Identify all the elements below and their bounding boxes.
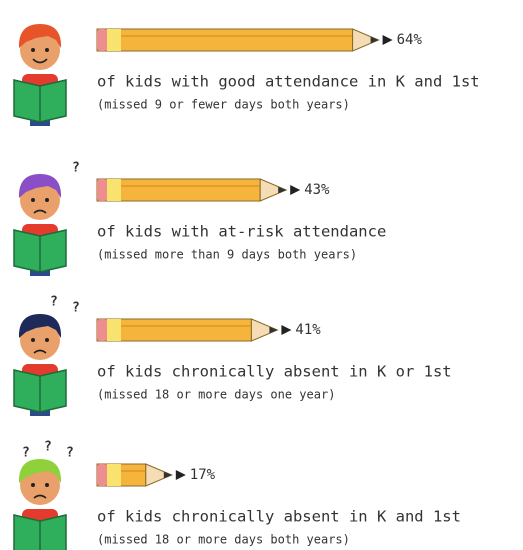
category-note: (missed 18 or more days one year): [97, 388, 335, 402]
kid-eye: [31, 338, 35, 342]
pencil-eraser: [97, 179, 107, 201]
value-pointer: [176, 470, 186, 480]
kid-figure: ?: [14, 161, 80, 277]
question-mark: ?: [50, 295, 58, 310]
pencil-body: [97, 179, 260, 201]
pencil-lead: [269, 327, 277, 334]
category-label: of kids with at-risk attendance: [97, 223, 386, 241]
category-label: of kids chronically absent in K or 1st: [97, 363, 452, 381]
pencil-lead: [371, 37, 379, 44]
kid-eye: [31, 198, 35, 202]
pencil: [97, 464, 172, 486]
pencil-eraser: [97, 464, 107, 486]
pencil-eraser: [97, 29, 107, 51]
question-mark: ?: [72, 161, 80, 176]
pencil-eraser: [97, 319, 107, 341]
pencil-body: [97, 29, 353, 51]
kid-figure: [14, 24, 66, 126]
category-note: (missed 9 or fewer days both years): [97, 98, 350, 112]
kid-figure: ???: [14, 440, 74, 550]
value-label: 41%: [295, 322, 321, 338]
value-pointer: [281, 325, 291, 335]
category-note: (missed 18 or more days both years): [97, 533, 350, 547]
kid-eye: [45, 48, 49, 52]
pencil-ferrule: [107, 464, 121, 486]
pencil: [97, 319, 277, 341]
value-pointer: [383, 35, 393, 45]
kid-eye: [45, 198, 49, 202]
pencil-lead: [164, 472, 172, 479]
pencil-ferrule: [107, 319, 121, 341]
category-note: (missed more than 9 days both years): [97, 248, 357, 262]
value-label: 17%: [190, 467, 216, 483]
pencil-ferrule: [107, 29, 121, 51]
infographic: 64% of kids with good attendance in K and…: [0, 0, 523, 550]
pencil: [97, 29, 379, 51]
question-mark: ?: [44, 440, 52, 455]
question-mark: ?: [66, 446, 74, 461]
kid-eye: [31, 48, 35, 52]
pencil-lead: [278, 187, 286, 194]
category-label: of kids chronically absent in K and 1st: [97, 508, 461, 526]
value-label: 64%: [397, 32, 423, 48]
kid-eye: [45, 338, 49, 342]
kid-eye: [45, 483, 49, 487]
value-label: 43%: [304, 182, 330, 198]
kid-figure: ??: [14, 295, 80, 417]
value-pointer: [290, 185, 300, 195]
question-mark: ?: [22, 446, 30, 461]
pencil: [97, 179, 286, 201]
question-mark: ?: [72, 301, 80, 316]
pencil-ferrule: [107, 179, 121, 201]
kid-eye: [31, 483, 35, 487]
category-label: of kids with good attendance in K and 1s…: [97, 73, 480, 91]
